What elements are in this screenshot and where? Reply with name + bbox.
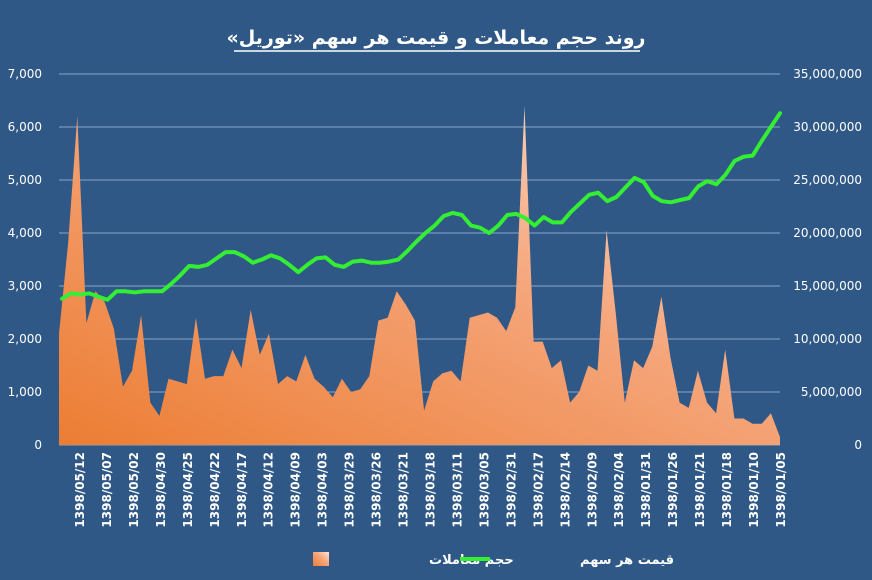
x-tick-label: 1398/03/26 — [370, 452, 384, 528]
plot-area — [59, 105, 782, 446]
x-tick-label: 1398/01/18 — [720, 452, 734, 528]
x-tick-label: 1398/04/03 — [316, 452, 330, 528]
x-tick-label: 1398/01/31 — [639, 452, 653, 528]
left-tick-label: 0 — [34, 438, 42, 452]
x-tick-label: 1398/01/10 — [747, 452, 761, 528]
right-tick-label: 20,000,000 — [793, 226, 862, 240]
x-tick-label: 1398/03/29 — [343, 452, 357, 528]
x-axis-ticks: 1398/05/12 1398/05/07 1398/05/02 1398/04/30… — [73, 452, 788, 528]
right-axis-ticks: 0 5,000,000 10,000,000 15,000,000 20,000,000… — [793, 67, 862, 452]
x-tick-label: 1398/03/18 — [424, 452, 438, 528]
x-tick-label: 1398/01/21 — [693, 452, 707, 528]
left-tick-label: 3,000 — [8, 279, 42, 293]
x-tick-label: 1398/03/11 — [451, 452, 465, 528]
left-tick-label: 2,000 — [8, 332, 42, 346]
x-tick-label: 1398/01/05 — [774, 452, 788, 528]
right-tick-label: 30,000,000 — [793, 120, 862, 134]
legend: حجم معاملات قیمت هر سهم — [313, 552, 674, 568]
x-tick-label: 1398/02/31 — [504, 452, 518, 528]
x-tick-label: 1398/04/22 — [208, 452, 222, 528]
right-tick-label: 5,000,000 — [801, 385, 862, 399]
x-tick-label: 1398/04/17 — [235, 452, 249, 528]
right-tick-label: 15,000,000 — [793, 279, 862, 293]
left-tick-label: 7,000 — [8, 67, 42, 81]
volume-area — [59, 105, 780, 446]
x-tick-label: 1398/04/09 — [289, 452, 303, 528]
left-tick-label: 6,000 — [8, 120, 42, 134]
price-line — [60, 111, 782, 302]
x-tick-label: 1398/04/25 — [181, 452, 195, 528]
x-tick-label: 1398/01/26 — [666, 452, 680, 528]
right-tick-label: 25,000,000 — [793, 173, 862, 187]
x-tick-label: 1398/04/12 — [262, 452, 276, 528]
legend-label-price: قیمت هر سهم — [580, 553, 674, 568]
right-tick-label: 10,000,000 — [793, 332, 862, 346]
left-tick-label: 1,000 — [8, 385, 42, 399]
left-axis-ticks: 0 1,000 2,000 3,000 4,000 5,000 6,000 7,000 — [8, 67, 42, 452]
x-tick-label: 1398/04/30 — [154, 452, 168, 528]
x-tick-label: 1398/02/09 — [585, 452, 599, 528]
x-tick-label: 1398/05/12 — [73, 452, 87, 528]
right-tick-label: 35,000,000 — [793, 67, 862, 81]
x-tick-label: 1398/03/05 — [477, 452, 491, 528]
x-tick-label: 1398/03/21 — [397, 452, 411, 528]
x-tick-label: 1398/02/17 — [531, 452, 545, 528]
x-tick-label: 1398/05/02 — [127, 452, 141, 528]
chart-title: روند حجم معاملات و قیمت هر سهم «توریل» — [227, 27, 646, 49]
x-tick-label: 1398/05/07 — [100, 452, 114, 528]
legend-swatch-volume — [313, 552, 329, 566]
x-tick-label: 1398/02/14 — [558, 452, 572, 528]
left-tick-label: 4,000 — [8, 226, 42, 240]
left-tick-label: 5,000 — [8, 173, 42, 187]
right-tick-label: 0 — [854, 438, 862, 452]
x-tick-label: 1398/02/04 — [612, 452, 626, 528]
